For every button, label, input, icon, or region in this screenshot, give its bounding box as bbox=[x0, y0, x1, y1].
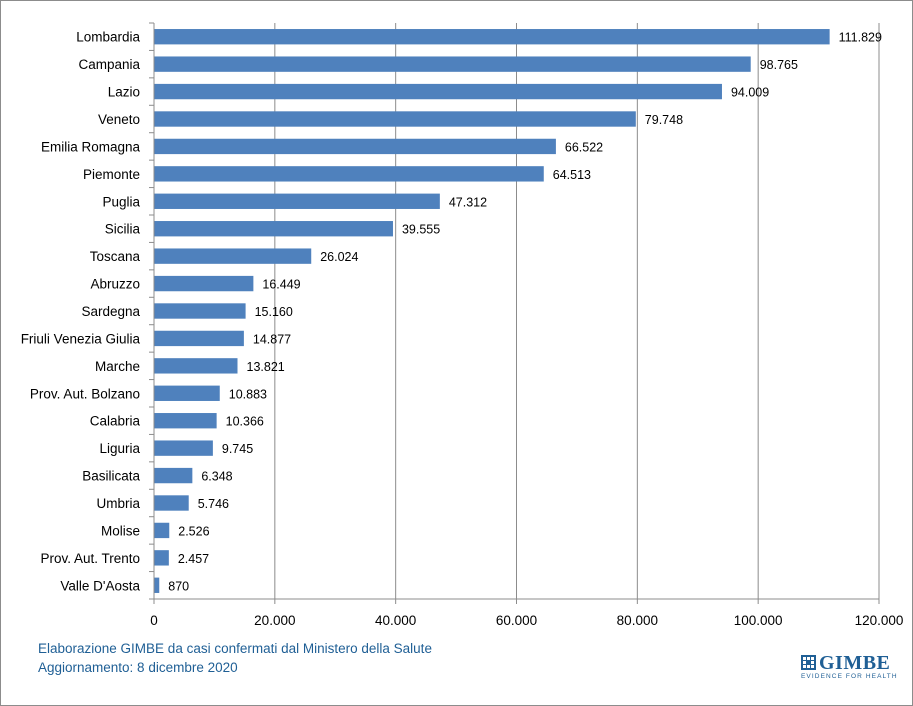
x-tick-label: 20.000 bbox=[254, 613, 295, 628]
category-label: Liguria bbox=[99, 441, 140, 456]
data-label: 14.877 bbox=[253, 332, 291, 346]
data-label: 6.348 bbox=[201, 470, 232, 484]
category-label: Lombardia bbox=[76, 30, 140, 45]
bar bbox=[154, 56, 751, 72]
bar bbox=[154, 440, 213, 456]
bar bbox=[154, 83, 722, 100]
data-label: 10.366 bbox=[226, 415, 264, 429]
category-label: Toscana bbox=[90, 249, 141, 264]
category-label: Marche bbox=[95, 359, 140, 374]
category-label: Piemonte bbox=[83, 167, 140, 182]
bar bbox=[154, 330, 244, 347]
bar bbox=[154, 385, 220, 401]
x-tick-label: 40.000 bbox=[375, 613, 416, 628]
bar bbox=[154, 522, 170, 539]
bar bbox=[154, 413, 217, 429]
x-tick-label: 60.000 bbox=[496, 613, 537, 628]
bar bbox=[154, 193, 440, 209]
data-label: 9.745 bbox=[222, 442, 253, 456]
data-label: 39.555 bbox=[402, 223, 440, 237]
category-label: Prov. Aut. Trento bbox=[40, 551, 140, 566]
update-date: Aggiornamento: 8 dicembre 2020 bbox=[38, 660, 238, 675]
data-label: 13.821 bbox=[247, 360, 285, 374]
category-label: Sicilia bbox=[105, 222, 141, 237]
bar bbox=[154, 495, 189, 511]
x-tick-label: 80.000 bbox=[617, 613, 658, 628]
bar bbox=[154, 467, 193, 484]
data-label: 10.883 bbox=[229, 387, 267, 401]
bar bbox=[154, 550, 169, 566]
data-label: 66.522 bbox=[565, 140, 603, 154]
data-label: 15.160 bbox=[255, 305, 293, 319]
bar bbox=[154, 138, 556, 155]
gimbe-logo: GIMBE EVIDENCE FOR HEALTH bbox=[801, 652, 897, 683]
data-label: 16.449 bbox=[262, 278, 300, 292]
bar bbox=[154, 303, 246, 319]
data-label: 47.312 bbox=[449, 195, 487, 209]
category-label: Lazio bbox=[108, 85, 140, 100]
data-label: 94.009 bbox=[731, 86, 769, 100]
category-label: Prov. Aut. Bolzano bbox=[30, 386, 140, 401]
data-label: 2.457 bbox=[178, 552, 209, 566]
bar bbox=[154, 221, 393, 237]
data-label: 111.829 bbox=[839, 31, 882, 45]
data-label: 26.024 bbox=[320, 250, 358, 264]
category-label: Basilicata bbox=[82, 469, 140, 484]
bar bbox=[154, 248, 312, 264]
category-label: Friuli Venezia Giulia bbox=[21, 331, 141, 346]
bar bbox=[154, 111, 636, 127]
bar bbox=[154, 275, 254, 292]
category-label: Umbria bbox=[96, 496, 140, 511]
data-label: 5.746 bbox=[198, 497, 229, 511]
bar bbox=[154, 29, 830, 45]
data-label: 79.748 bbox=[645, 113, 683, 127]
bar bbox=[154, 358, 238, 374]
category-label: Puglia bbox=[102, 194, 140, 209]
logo-tagline: EVIDENCE FOR HEALTH bbox=[801, 673, 898, 680]
gimbe-grid-icon bbox=[801, 655, 816, 670]
category-label: Veneto bbox=[98, 112, 140, 127]
category-label: Campania bbox=[78, 57, 140, 72]
x-tick-label: 0 bbox=[150, 613, 158, 628]
bar bbox=[154, 577, 160, 593]
x-tick-label: 100.000 bbox=[734, 613, 783, 628]
data-label: 870 bbox=[168, 579, 189, 593]
data-label: 64.513 bbox=[553, 168, 591, 182]
category-label: Abruzzo bbox=[90, 277, 140, 292]
category-label: Sardegna bbox=[81, 304, 140, 319]
category-label: Valle D'Aosta bbox=[60, 578, 140, 593]
data-label: 98.765 bbox=[760, 58, 798, 72]
source-note: Elaborazione GIMBE da casi confermati da… bbox=[38, 641, 432, 656]
category-label: Molise bbox=[101, 523, 140, 538]
data-label: 2.526 bbox=[178, 524, 209, 538]
category-label: Calabria bbox=[90, 414, 141, 429]
bar bbox=[154, 166, 544, 182]
x-tick-label: 120.000 bbox=[855, 613, 904, 628]
logo-wordmark: GIMBE bbox=[819, 652, 891, 674]
category-label: Emilia Romagna bbox=[41, 139, 141, 154]
